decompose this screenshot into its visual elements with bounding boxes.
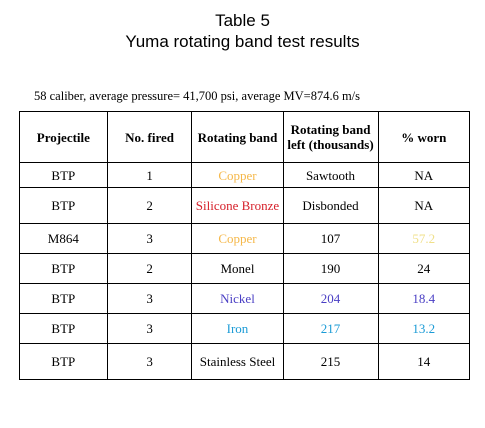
cell-no-fired: 3: [106, 313, 193, 344]
cell-band-left: Sawtooth: [282, 162, 379, 188]
cell-rotating-band: Copper: [191, 162, 284, 188]
cell-rotating-band: Silicone Bronze: [191, 187, 284, 224]
cell-band-left: 217: [282, 313, 379, 344]
cell-rotating-band: Monel: [191, 253, 284, 284]
cell-projectile: M864: [19, 223, 108, 254]
cell-projectile: BTP: [19, 343, 108, 380]
cell-band-left: 204: [282, 283, 379, 314]
cell-projectile: BTP: [19, 253, 108, 284]
table-row: BTP 3 Stainless Steel 215 14: [19, 343, 471, 380]
table-title: Yuma rotating band test results: [125, 32, 360, 51]
cell-band-left: 190: [282, 253, 379, 284]
cell-rotating-band: Nickel: [191, 283, 284, 314]
cell-band-left: 107: [282, 223, 379, 254]
cell-band-left: Disbonded: [282, 187, 379, 224]
cell-percent-worn: 14: [377, 343, 471, 380]
cell-projectile: BTP: [19, 187, 108, 224]
table-subtitle: 58 caliber, average pressure= 41,700 psi…: [34, 89, 361, 103]
cell-no-fired: 2: [106, 187, 193, 224]
cell-percent-worn: 18.4: [377, 283, 471, 314]
results-table: Projectile No. fired Rotating band Rotat…: [19, 111, 471, 380]
cell-band-left: 215: [282, 343, 379, 380]
table-row: BTP 1 Copper Sawtooth NA: [19, 162, 471, 188]
cell-rotating-band: Copper: [191, 223, 284, 254]
header-rotating-band: Rotating band: [191, 111, 284, 163]
table-row: M864 3 Copper 107 57.2: [19, 223, 471, 254]
header-percent-worn: % worn: [377, 111, 471, 163]
cell-percent-worn: 13.2: [377, 313, 471, 344]
table-row: BTP 3 Nickel 204 18.4: [19, 283, 471, 314]
table-row: BTP 2 Silicone Bronze Disbonded NA: [19, 187, 471, 224]
cell-percent-worn: 24: [377, 253, 471, 284]
cell-percent-worn: 57.2: [377, 223, 471, 254]
table-row: BTP 3 Iron 217 13.2: [19, 313, 471, 344]
table-row: BTP 2 Monel 190 24: [19, 253, 471, 284]
cell-percent-worn: NA: [377, 187, 471, 224]
header-row: Projectile No. fired Rotating band Rotat…: [19, 111, 471, 163]
cell-no-fired: 3: [106, 343, 193, 380]
table-body: BTP 1 Copper Sawtooth NA BTP 2 Silicone Bronze D…: [19, 162, 471, 380]
cell-projectile: BTP: [19, 313, 108, 344]
cell-projectile: BTP: [19, 283, 108, 314]
cell-projectile: BTP: [19, 162, 108, 188]
table-number: Table 5: [215, 11, 270, 30]
cell-percent-worn: NA: [377, 162, 471, 188]
header-projectile: Projectile: [19, 111, 108, 163]
cell-rotating-band: Iron: [191, 313, 284, 344]
cell-no-fired: 3: [106, 283, 193, 314]
cell-rotating-band: Stainless Steel: [191, 343, 284, 380]
cell-no-fired: 1: [106, 162, 193, 188]
cell-no-fired: 3: [106, 223, 193, 254]
header-no-fired: No. fired: [106, 111, 193, 163]
cell-no-fired: 2: [106, 253, 193, 284]
header-band-left: Rotating band left (thousands): [282, 111, 379, 163]
